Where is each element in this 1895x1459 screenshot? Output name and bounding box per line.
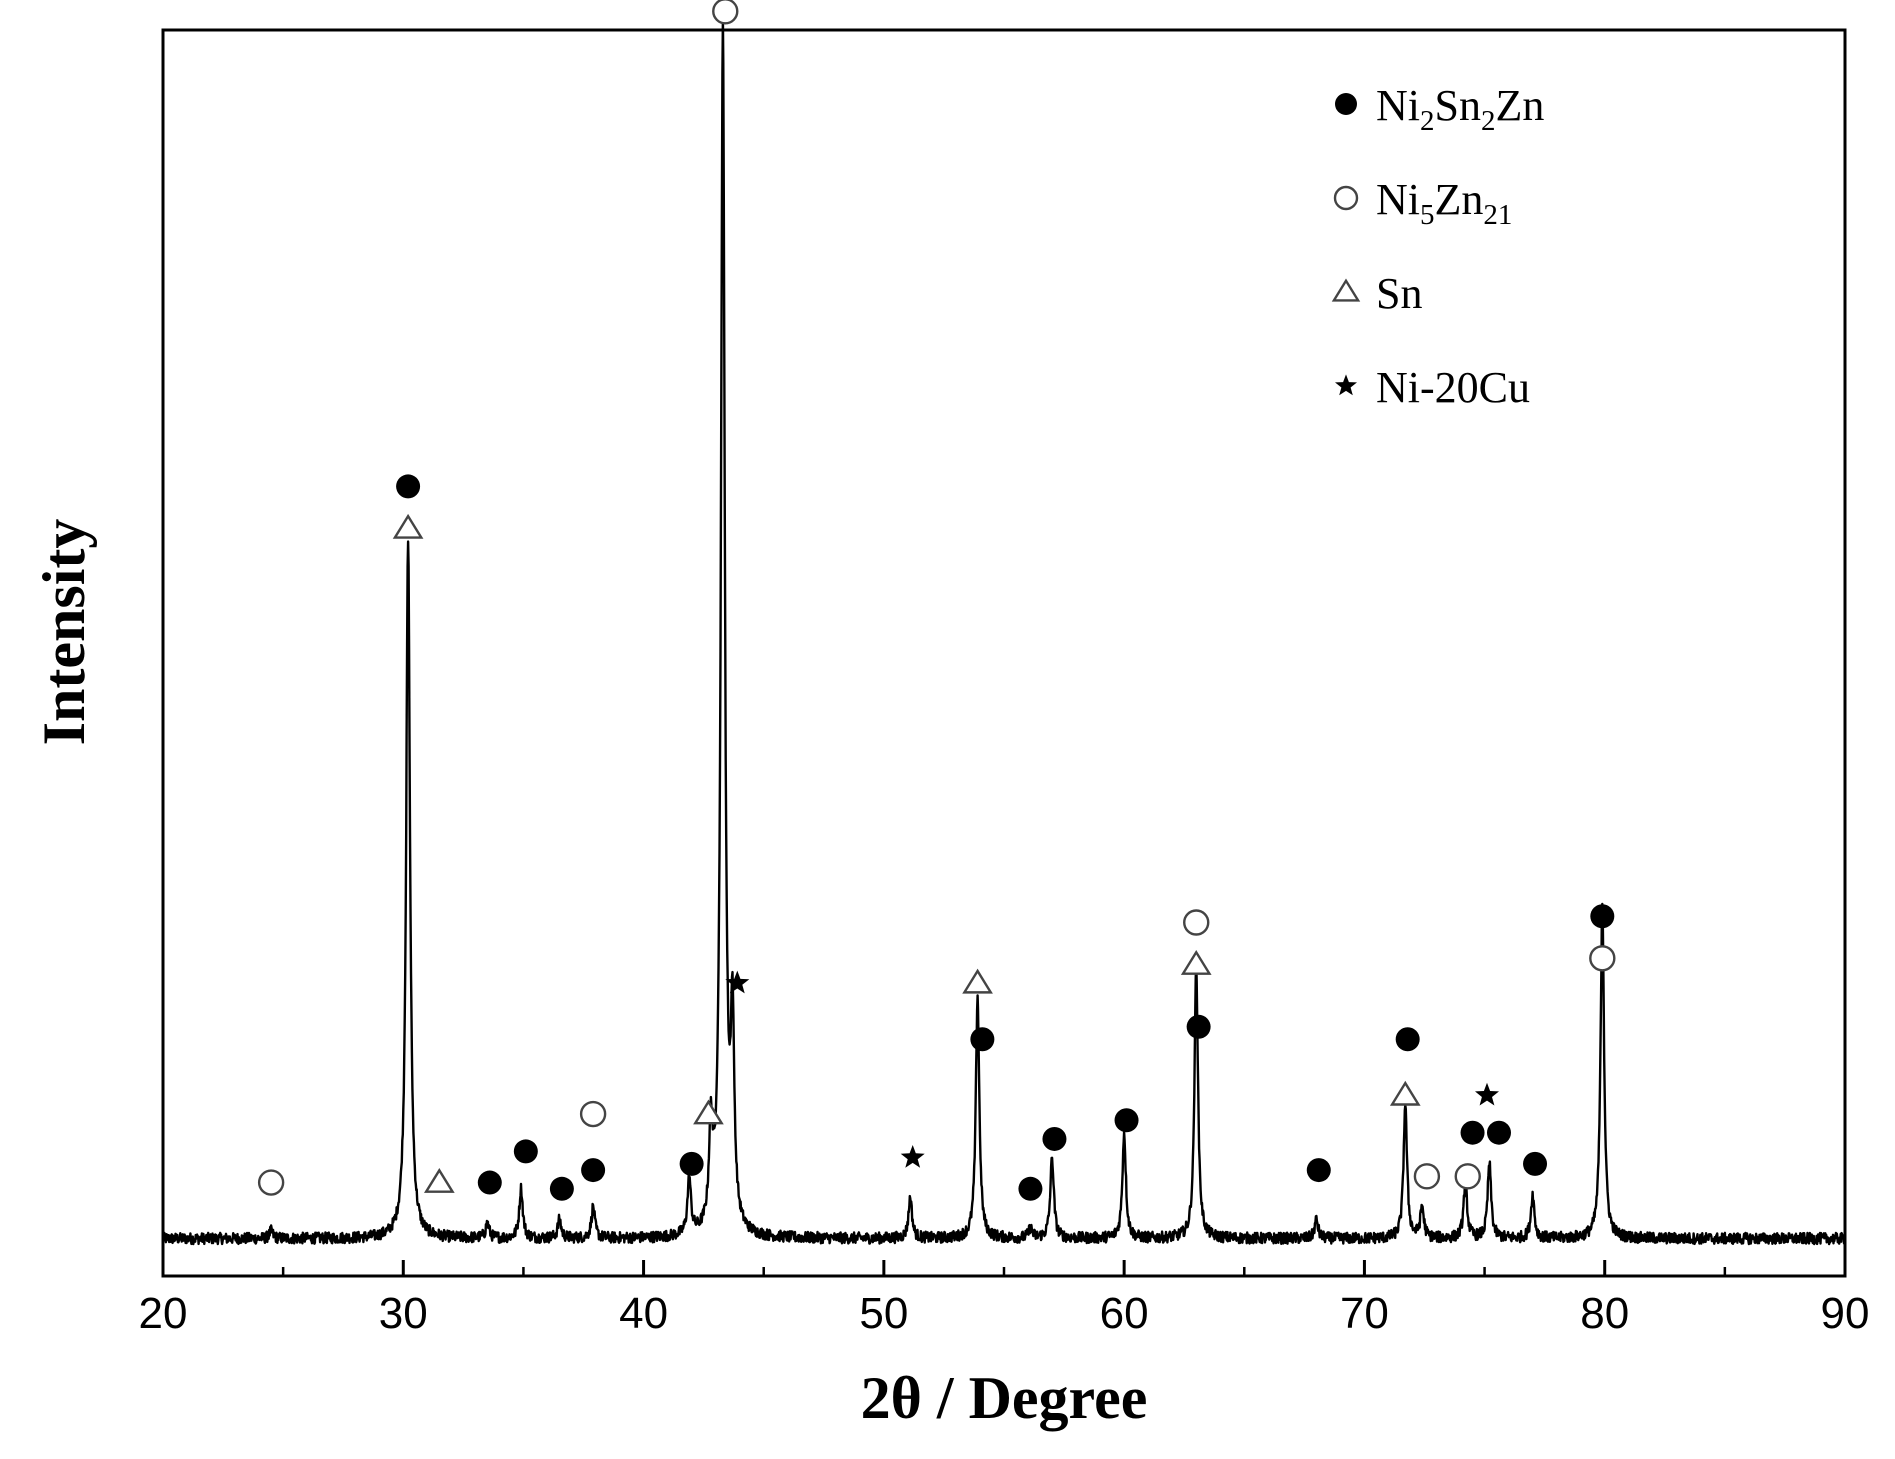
filled-circle-marker <box>970 1027 995 1052</box>
open-circle-marker <box>1413 1163 1441 1190</box>
peak-annotation <box>1523 1151 1548 1176</box>
legend-label: Sn <box>1376 269 1422 318</box>
peak-annotation <box>1475 1082 1499 1106</box>
filled-circle-marker <box>1395 1027 1420 1052</box>
filled-circle-marker <box>396 474 421 499</box>
filled-circle-marker <box>1335 93 1357 115</box>
peak-annotation <box>513 1139 538 1164</box>
peak-annotation <box>1114 1108 1139 1133</box>
open-triangle-marker <box>962 968 993 994</box>
x-axis-tick-labels: 20 30 40 50 60 70 80 90 <box>139 1289 1870 1338</box>
filled-circle-marker <box>549 1176 574 1201</box>
peak-annotation <box>581 1158 606 1183</box>
star-marker <box>1475 1082 1499 1106</box>
x-tick-label: 80 <box>1580 1289 1629 1338</box>
open-circle-marker <box>1454 1163 1481 1190</box>
filled-circle-marker <box>1114 1108 1139 1133</box>
open-triangle-marker <box>1331 278 1361 302</box>
legend-item: Sn <box>1331 269 1422 318</box>
peak-annotations <box>257 0 1616 1201</box>
peak-annotation <box>392 474 424 539</box>
peak-annotation <box>900 1145 925 1168</box>
x-tick-label: 90 <box>1821 1289 1870 1338</box>
open-triangle-marker <box>693 1099 724 1125</box>
open-circle-marker <box>1183 909 1210 936</box>
legend-item: Ni5Zn21 <box>1333 175 1512 231</box>
peak-annotation <box>679 1151 704 1176</box>
peak-annotation <box>1395 1027 1420 1052</box>
peak-annotation <box>1460 1120 1485 1145</box>
star-marker <box>1335 374 1357 396</box>
filled-circle-marker <box>477 1170 502 1195</box>
x-axis-ticks <box>161 1260 1847 1276</box>
peak-annotation <box>1018 1176 1043 1201</box>
open-circle-marker <box>257 1169 285 1196</box>
peak-annotation <box>1306 1158 1331 1183</box>
filled-circle-marker <box>1460 1120 1485 1145</box>
peak-annotation <box>1389 1080 1421 1106</box>
filled-circle-marker <box>1306 1158 1331 1183</box>
peak-annotation <box>970 1027 995 1052</box>
x-axis-title: 2θ / Degree <box>861 1365 1148 1431</box>
peak-annotation <box>1180 909 1212 975</box>
peak-annotation <box>1486 1120 1511 1145</box>
peak-annotation <box>1589 904 1616 972</box>
peak-annotation <box>712 0 739 25</box>
legend-item: Ni-20Cu <box>1335 363 1530 412</box>
legend-item: Ni2Sn2Zn <box>1335 81 1544 137</box>
x-tick-label: 70 <box>1340 1289 1389 1338</box>
open-circle-marker <box>1589 945 1616 972</box>
filled-circle-marker <box>1590 904 1615 929</box>
xrd-pattern-line <box>161 17 1847 1246</box>
peak-annotation <box>962 968 993 994</box>
peak-annotation <box>1413 1163 1441 1190</box>
peak-annotation <box>579 1100 607 1128</box>
filled-circle-marker <box>1186 1014 1211 1039</box>
filled-circle-marker <box>679 1151 704 1176</box>
filled-circle-marker <box>1018 1176 1043 1201</box>
filled-circle-marker <box>581 1158 606 1183</box>
filled-circle-marker <box>1486 1120 1511 1145</box>
peak-annotation <box>1454 1163 1481 1190</box>
filled-circle-marker <box>1523 1151 1548 1176</box>
peak-annotation <box>477 1170 502 1195</box>
legend-label: Ni2Sn2Zn <box>1376 81 1544 137</box>
filled-circle-marker <box>1042 1126 1067 1151</box>
star-marker <box>900 1145 925 1168</box>
open-circle-marker <box>712 0 739 25</box>
peak-annotation <box>693 1099 724 1125</box>
legend-label: Ni5Zn21 <box>1376 175 1512 231</box>
peak-annotation <box>1186 1014 1211 1039</box>
peak-annotation <box>423 1168 455 1193</box>
open-circle-marker <box>1333 185 1359 211</box>
open-triangle-marker <box>1180 949 1212 975</box>
filled-circle-marker <box>513 1139 538 1164</box>
x-tick-label: 30 <box>379 1289 428 1338</box>
legend: Ni2Sn2Zn Ni5Zn21 Sn Ni-20Cu <box>1331 81 1544 412</box>
peak-annotation <box>1042 1126 1067 1151</box>
open-circle-marker <box>579 1100 607 1128</box>
star-marker <box>725 970 750 994</box>
open-triangle-marker <box>1389 1080 1421 1106</box>
y-axis-title: Intensity <box>31 519 97 746</box>
plot-area <box>161 28 1847 1278</box>
peak-annotation <box>549 1176 574 1201</box>
x-tick-label: 20 <box>139 1289 188 1338</box>
open-triangle-marker <box>423 1168 455 1193</box>
x-tick-label: 40 <box>619 1289 668 1338</box>
x-tick-label: 50 <box>859 1289 908 1338</box>
peak-annotation <box>725 970 750 994</box>
x-tick-label: 60 <box>1100 1289 1149 1338</box>
open-triangle-marker <box>392 513 424 539</box>
legend-label: Ni-20Cu <box>1376 363 1530 412</box>
peak-annotation <box>257 1169 285 1196</box>
